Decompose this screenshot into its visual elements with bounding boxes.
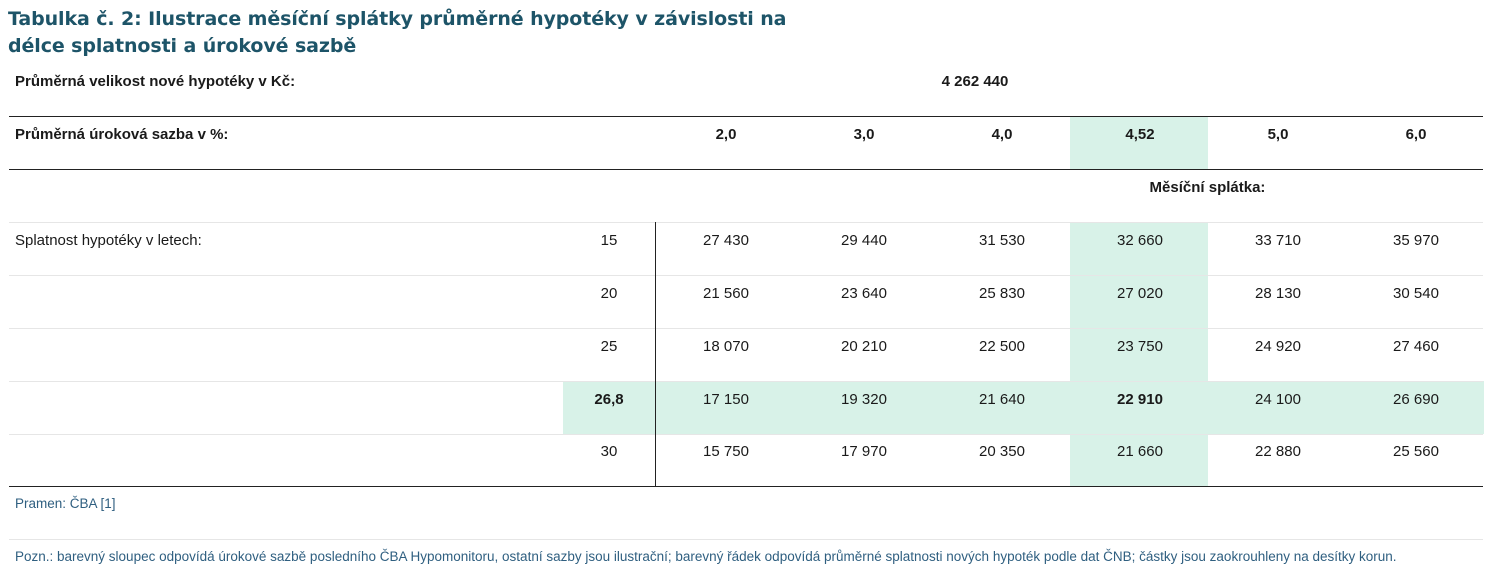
payment-cell: 35 970 [1393,232,1439,249]
rate-cell: 4,52 [1125,126,1155,143]
rate-cell: 5,0 [1267,126,1289,143]
table-title-line-1: Tabulka č. 2: Ilustrace měsíční splátky … [8,8,787,30]
payment-cell: 28 130 [1255,285,1301,302]
table-title: Tabulka č. 2: Ilustrace měsíční splátky … [8,6,808,60]
highlight-row-average-maturity [794,381,1484,434]
highlight-row-average-maturity [563,381,656,434]
payment-cell: 27 020 [1117,285,1163,302]
payment-cell: 26 690 [1393,391,1439,408]
payment-cell: 23 750 [1117,338,1163,355]
payment-cell: 20 350 [979,443,1025,460]
payment-cell: 29 440 [841,232,887,249]
source-note: Pramen: ČBA [1] [15,496,116,511]
payment-cell: 22 910 [1117,391,1163,408]
payment-cell: 21 660 [1117,443,1163,460]
payment-cell: 24 100 [1255,391,1301,408]
rule-row-1 [9,275,1483,276]
avg-size-value: 4 262 440 [941,73,1009,90]
payment-cell: 17 150 [703,391,749,408]
payment-cell: 15 750 [703,443,749,460]
payment-cell: 17 970 [841,443,887,460]
payment-cell: 18 070 [703,338,749,355]
payment-cell: 24 920 [1255,338,1301,355]
payment-cell: 21 560 [703,285,749,302]
maturity-label: Splatnost hypotéky v letech: [15,232,202,249]
monthly-payment-header: Měsíční splátka: [1149,179,1266,196]
rule-row-3 [9,381,1483,382]
footnote: Pozn.: barevný sloupec odpovídá úrokové … [15,549,1397,564]
payment-cell: 30 540 [1393,285,1439,302]
rule-row-2 [9,328,1483,329]
payment-cell: 21 640 [979,391,1025,408]
maturity-years-cell: 30 [600,443,618,460]
payment-cell: 22 500 [979,338,1025,355]
payment-cell: 20 210 [841,338,887,355]
maturity-years-cell: 26,8 [594,391,624,408]
rule-after-size [9,116,1483,117]
highlight-column-rate [1070,117,1208,169]
vertical-divider [655,222,656,487]
payment-cell: 27 460 [1393,338,1439,355]
rate-cell: 2,0 [715,126,737,143]
payment-cell: 27 430 [703,232,749,249]
payment-cell: 19 320 [841,391,887,408]
rule-after-source [9,539,1483,540]
maturity-years-cell: 25 [600,338,618,355]
rate-cell: 6,0 [1405,126,1427,143]
rate-cell: 3,0 [853,126,875,143]
payment-cell: 23 640 [841,285,887,302]
rule-table-bottom [9,486,1483,487]
payment-cell: 31 530 [979,232,1025,249]
table-title-line-2: délce splatnosti a úrokové sazbě [8,35,357,57]
maturity-years-cell: 20 [600,285,618,302]
payment-cell: 32 660 [1117,232,1163,249]
payment-cell: 22 880 [1255,443,1301,460]
avg-size-label: Průměrná velikost nové hypotéky v Kč: [15,73,296,90]
payment-cell: 33 710 [1255,232,1301,249]
highlight-row-average-maturity [656,381,794,434]
avg-rate-label: Průměrná úroková sazba v %: [15,126,229,143]
highlight-column-values [1070,222,1208,487]
maturity-years-cell: 15 [600,232,618,249]
rule-after-header [9,222,1483,223]
rule-after-rates [9,169,1483,170]
payment-cell: 25 560 [1393,443,1439,460]
rule-row-4 [9,434,1483,435]
rate-cell: 4,0 [991,126,1013,143]
payment-cell: 25 830 [979,285,1025,302]
